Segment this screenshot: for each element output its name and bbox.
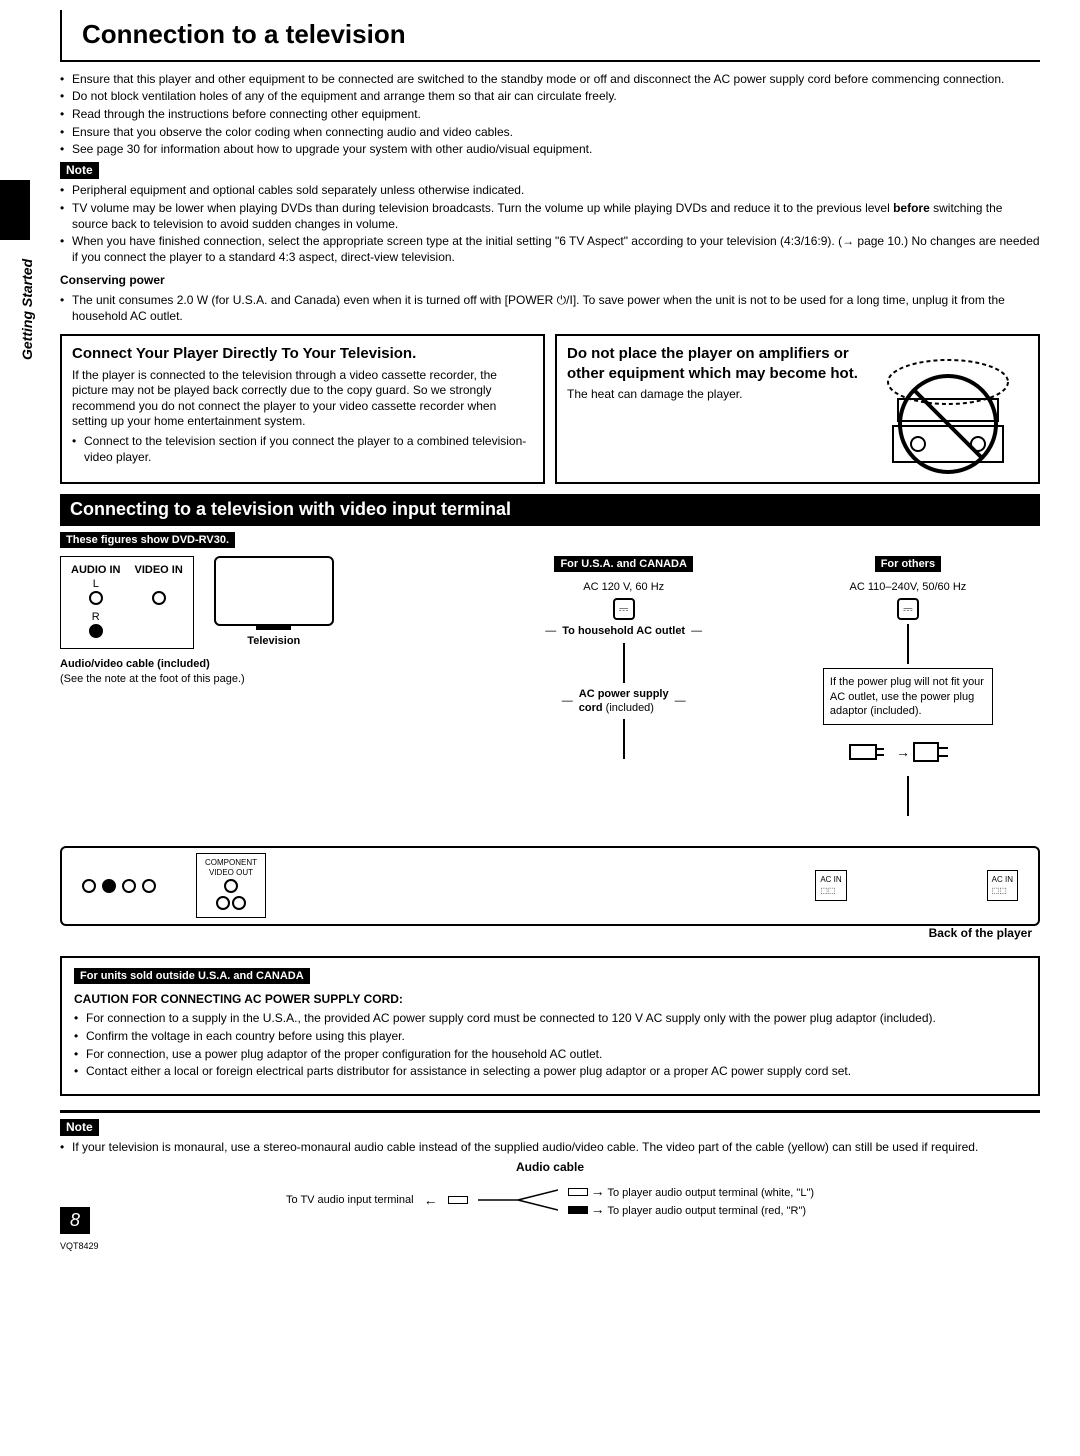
audio-in-label: AUDIO IN	[71, 563, 121, 577]
conserving-title: Conserving power	[60, 273, 1040, 289]
television-label: Television	[214, 634, 334, 648]
caution-bullet: Confirm the voltage in each country befo…	[74, 1029, 1026, 1045]
side-tab-text: Getting Started	[18, 259, 36, 360]
jack-icon	[89, 624, 103, 638]
adaptor-note: If the power plug will not fit your AC o…	[823, 668, 993, 725]
av-cable-note: (See the note at the foot of this page.)	[60, 672, 472, 686]
intro-bullet: See page 30 for information about how to…	[60, 142, 1040, 158]
jack-icon	[82, 879, 96, 893]
caution-title: CAUTION FOR CONNECTING AC POWER SUPPLY C…	[74, 992, 1026, 1008]
plug-white-icon	[568, 1188, 588, 1196]
l-label: L	[71, 577, 121, 591]
title-box: Connection to a television	[60, 10, 1040, 62]
note-bullet: TV volume may be lower when playing DVDs…	[60, 201, 1040, 232]
caution-region: For units sold outside U.S.A. and CANADA	[74, 968, 310, 984]
caution-bullet: For connection, use a power plug adaptor…	[74, 1047, 1026, 1063]
intro-bullet: Do not block ventilation holes of any of…	[60, 89, 1040, 105]
connect-direct-box: Connect Your Player Directly To Your Tel…	[60, 334, 545, 484]
back-panel-diagram: COMPONENTVIDEO OUT AC IN⬚⬚ AC IN⬚⬚ Back …	[60, 846, 1040, 926]
usa-volt: AC 120 V, 60 Hz	[583, 580, 664, 594]
jack-icon	[152, 591, 166, 605]
caution-bullet: Contact either a local or foreign electr…	[74, 1064, 1026, 1080]
outlet-icon: ⎓	[897, 598, 919, 620]
side-tab-marker	[0, 180, 30, 240]
r-label: R	[71, 610, 121, 624]
plug-red-icon	[568, 1206, 588, 1214]
intro-bullet: Read through the instructions before con…	[60, 107, 1040, 123]
page-code: VQT8429	[60, 1241, 99, 1253]
note-bullet: When you have finished connection, selec…	[60, 234, 1040, 265]
to-outlet-label: To household AC outlet	[562, 624, 685, 638]
caution-bullet: For connection to a supply in the U.S.A.…	[74, 1011, 1026, 1027]
arrow-right-icon: →	[591, 1201, 605, 1217]
others-label: For others	[875, 556, 941, 572]
diagram-container: These figures show DVD-RV30. AUDIO IN L …	[60, 532, 1040, 926]
jack-icon	[232, 896, 246, 910]
section-bar: Connecting to a television with video in…	[60, 494, 1040, 525]
page-title: Connection to a television	[82, 18, 1040, 52]
box2-title: Do not place the player on amplifiers or…	[567, 344, 858, 383]
television-icon	[214, 556, 334, 626]
cable-icon	[907, 624, 909, 664]
power-diagram: For U.S.A. and CANADA AC 120 V, 60 Hz ⎓ …	[492, 556, 1040, 816]
intro-bullets: Ensure that this player and other equipm…	[60, 72, 1040, 158]
to-tv-label: To TV audio input terminal	[286, 1193, 414, 1207]
fig-label: These figures show DVD-RV30.	[60, 532, 235, 548]
divider	[60, 1110, 1040, 1113]
tv-connection-diagram: AUDIO IN L R VIDEO IN	[60, 556, 472, 816]
jack-icon	[224, 879, 238, 893]
plug-adaptor-icon: →	[848, 737, 968, 771]
jack-icon	[102, 879, 116, 893]
av-cable-label: Audio/video cable (included)	[60, 658, 210, 670]
box2-body: The heat can damage the player.	[567, 387, 858, 403]
box1-bullet: Connect to the television section if you…	[72, 434, 533, 465]
to-red-label: To player audio output terminal (red, "R…	[607, 1205, 806, 1217]
jack-icon	[216, 896, 230, 910]
outlet-icon: ⎓	[613, 598, 635, 620]
side-tab: Getting Started	[0, 180, 30, 360]
back-label: Back of the player	[929, 926, 1032, 942]
to-white-label: To player audio output terminal (white, …	[607, 1187, 814, 1199]
jack-icon	[122, 879, 136, 893]
cable-split-icon	[478, 1185, 558, 1215]
jack-icon	[142, 879, 156, 893]
note-bullet: Peripheral equipment and optional cables…	[60, 183, 1040, 199]
jack-icon	[89, 591, 103, 605]
footer-note-bullet: If your television is monaural, use a st…	[60, 1140, 1040, 1156]
video-in-label: VIDEO IN	[135, 563, 183, 577]
box1-body: If the player is connected to the televi…	[72, 368, 533, 430]
intro-bullet: Ensure that this player and other equipm…	[60, 72, 1040, 88]
intro-bullet: Ensure that you observe the color coding…	[60, 125, 1040, 141]
page-number: 8	[60, 1207, 90, 1234]
footer: Note If your television is monaural, use…	[60, 1119, 1040, 1238]
cable-icon	[623, 719, 625, 759]
cable-icon	[623, 643, 625, 683]
audio-cable-label: Audio cable	[60, 1160, 1040, 1176]
note-label: Note	[60, 162, 99, 180]
heat-warning-box: Do not place the player on amplifiers or…	[555, 334, 1040, 484]
conserving-bullet: The unit consumes 2.0 W (for U.S.A. and …	[60, 293, 1040, 324]
conserving-bullets: The unit consumes 2.0 W (for U.S.A. and …	[60, 293, 1040, 324]
box1-title: Connect Your Player Directly To Your Tel…	[72, 344, 533, 364]
arrow-left-icon: ←	[424, 1191, 438, 1209]
svg-text:→: →	[896, 744, 910, 760]
plug-icon	[448, 1196, 468, 1204]
note-bullets: Peripheral equipment and optional cables…	[60, 183, 1040, 265]
footer-note-label: Note	[60, 1119, 99, 1137]
caution-box: For units sold outside U.S.A. and CANADA…	[60, 956, 1040, 1096]
others-volt: AC 110–240V, 50/60 Hz	[849, 580, 966, 594]
audio-cable-diagram: To TV audio input terminal ← → To player…	[60, 1182, 1040, 1219]
no-stack-icon	[868, 344, 1028, 474]
usa-label: For U.S.A. and CANADA	[554, 556, 693, 572]
cable-icon	[907, 776, 909, 816]
arrow-right-icon: →	[591, 1183, 605, 1199]
